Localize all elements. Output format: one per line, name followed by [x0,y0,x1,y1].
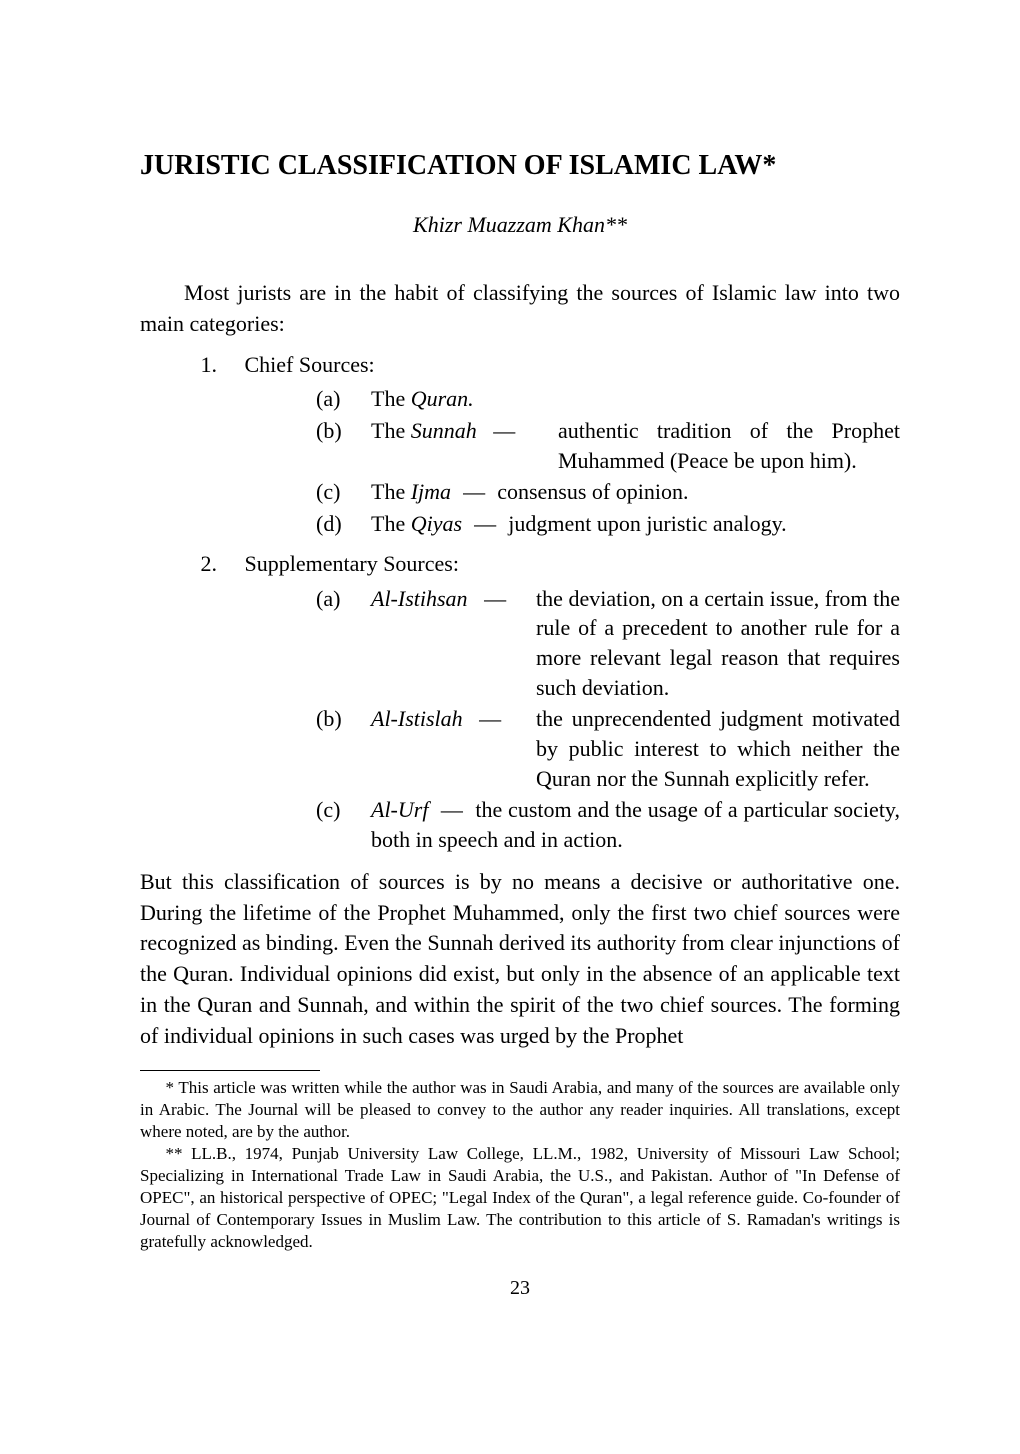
item-1d-term: The [371,511,411,536]
footnote-2: ** LL.B., 1974, Punjab University Law Co… [140,1143,900,1253]
item-2a-dash: — [473,586,517,611]
item-1c-def: consensus of opinion. [497,479,688,504]
item-2c: (c) Al-Urf — the custom and the usage of… [140,795,900,854]
footnote-1: * This article was written while the aut… [140,1077,900,1143]
item-2a: (a) Al-Istihsan — the deviation, on a ce… [140,584,900,703]
item-1d: (d) The Qiyas — judgment upon juristic a… [140,509,900,539]
item-1a-term-italic: Quran. [411,386,474,411]
article-title: JURISTIC CLASSIFICATION OF ISLAMIC LAW* [140,150,900,182]
item-1d-term-italic: Qiyas [411,511,462,536]
section-1-header: 1. Chief Sources: [140,350,900,381]
item-1d-def: judgment upon juristic analogy. [508,511,786,536]
item-1b-term-italic: Sunnah [411,418,477,443]
item-1d-dash: — [468,511,503,536]
page: JURISTIC CLASSIFICATION OF ISLAMIC LAW* … [0,0,1020,1454]
item-2c-letter: (c) [316,795,371,854]
item-2a-term-italic: Al-Istihsan [371,586,468,611]
item-2b-term-italic: Al-Istislah [371,706,463,731]
item-1b-def: authentic tradition of the Prophet Muham… [558,416,900,475]
item-2c-term-italic: Al-Urf [371,797,428,822]
item-2a-def: the deviation, on a certain issue, from … [536,584,900,703]
body-paragraph: But this classification of sources is by… [140,867,900,1052]
item-1b: (b) The Sunnah — authentic tradition of … [140,416,900,475]
item-2c-dash: — [434,797,469,822]
item-1b-letter: (b) [316,416,371,475]
item-2b: (b) Al-Istislah — the unprecendented jud… [140,704,900,793]
item-1a-term: The [371,386,411,411]
item-1c-letter: (c) [316,477,371,507]
footnote-rule [140,1070,320,1071]
item-2b-dash: — [468,706,512,731]
item-1b-dash: — [482,418,526,443]
author-name: Khizr Muazzam Khan** [140,212,900,238]
item-1a-letter: (a) [316,384,371,414]
item-2b-letter: (b) [316,704,371,793]
item-1c-term-italic: Ijma [411,479,451,504]
section-1-number: 1. [173,350,217,381]
item-1c-term: The [371,479,411,504]
section-2-number: 2. [173,549,217,580]
item-2a-letter: (a) [316,584,371,703]
page-number: 23 [140,1277,900,1300]
item-1d-letter: (d) [316,509,371,539]
section-2-title: Supplementary Sources: [245,551,459,576]
item-2b-def: the unprecendented judgment motivated by… [536,704,900,793]
item-1c: (c) The Ijma — consensus of opinion. [140,477,900,507]
section-1-title: Chief Sources: [245,352,375,377]
item-1a: (a) The Quran. [140,384,900,414]
section-2-header: 2. Supplementary Sources: [140,549,900,580]
item-1b-term: The [371,418,411,443]
item-1c-dash: — [457,479,492,504]
intro-paragraph: Most jurists are in the habit of classif… [140,278,900,340]
